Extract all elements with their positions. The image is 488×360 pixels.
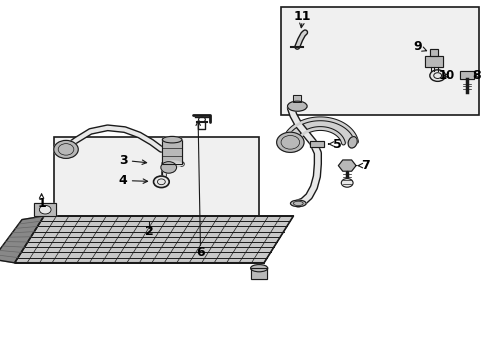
- Bar: [54, 137, 259, 252]
- Polygon shape: [0, 216, 44, 263]
- Circle shape: [39, 205, 51, 214]
- Bar: [293, 95, 301, 102]
- Bar: [34, 203, 56, 216]
- Circle shape: [153, 176, 169, 188]
- Bar: [429, 49, 437, 56]
- Bar: [309, 141, 324, 147]
- Ellipse shape: [290, 200, 305, 207]
- Bar: [293, 95, 301, 102]
- Circle shape: [341, 179, 352, 187]
- Polygon shape: [284, 119, 356, 143]
- Bar: [162, 140, 182, 164]
- Text: 10: 10: [437, 69, 454, 82]
- Text: 5: 5: [332, 138, 341, 150]
- Text: 9: 9: [413, 40, 422, 53]
- Bar: [250, 268, 267, 279]
- Text: 6: 6: [196, 246, 204, 259]
- Text: 3: 3: [119, 154, 127, 167]
- Bar: [425, 56, 442, 67]
- Ellipse shape: [162, 136, 182, 143]
- Text: 4: 4: [119, 174, 127, 187]
- Text: 7: 7: [361, 159, 369, 172]
- Text: 2: 2: [144, 225, 153, 238]
- Bar: [281, 7, 478, 115]
- Polygon shape: [338, 160, 355, 171]
- Polygon shape: [15, 216, 293, 263]
- Circle shape: [161, 162, 176, 173]
- Ellipse shape: [347, 136, 357, 148]
- Bar: [425, 56, 442, 67]
- Text: 8: 8: [471, 69, 480, 82]
- Bar: [429, 49, 437, 56]
- Text: 11: 11: [293, 10, 310, 23]
- Bar: [459, 71, 473, 79]
- Circle shape: [54, 140, 78, 158]
- Bar: [459, 71, 473, 79]
- Ellipse shape: [250, 265, 267, 272]
- Circle shape: [276, 132, 304, 152]
- Bar: [162, 140, 182, 164]
- Bar: [34, 203, 56, 216]
- Bar: [250, 268, 267, 279]
- Circle shape: [429, 70, 445, 81]
- Bar: [309, 141, 324, 147]
- Text: 1: 1: [37, 197, 46, 210]
- Ellipse shape: [287, 101, 306, 111]
- Ellipse shape: [162, 161, 182, 167]
